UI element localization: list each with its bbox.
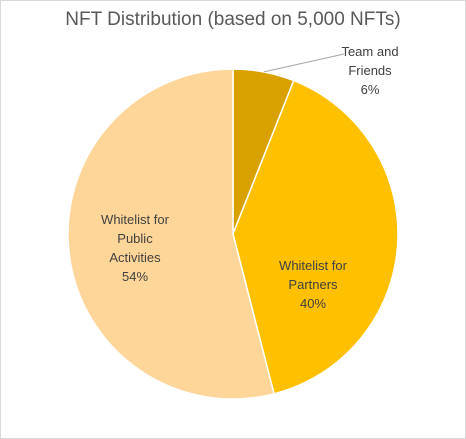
pie-slice-3 xyxy=(67,68,275,400)
slice-label-3: Whitelist for Public Activities 54% xyxy=(101,212,170,284)
pie-slice-2 xyxy=(232,79,399,395)
leader-line xyxy=(263,53,345,73)
slice-label-2: Whitelist for Partners 40% xyxy=(279,258,348,311)
slice-label-1: Team and Friends 6% xyxy=(341,44,398,97)
chart-title: NFT Distribution (based on 5,000 NFTs) xyxy=(65,9,401,30)
